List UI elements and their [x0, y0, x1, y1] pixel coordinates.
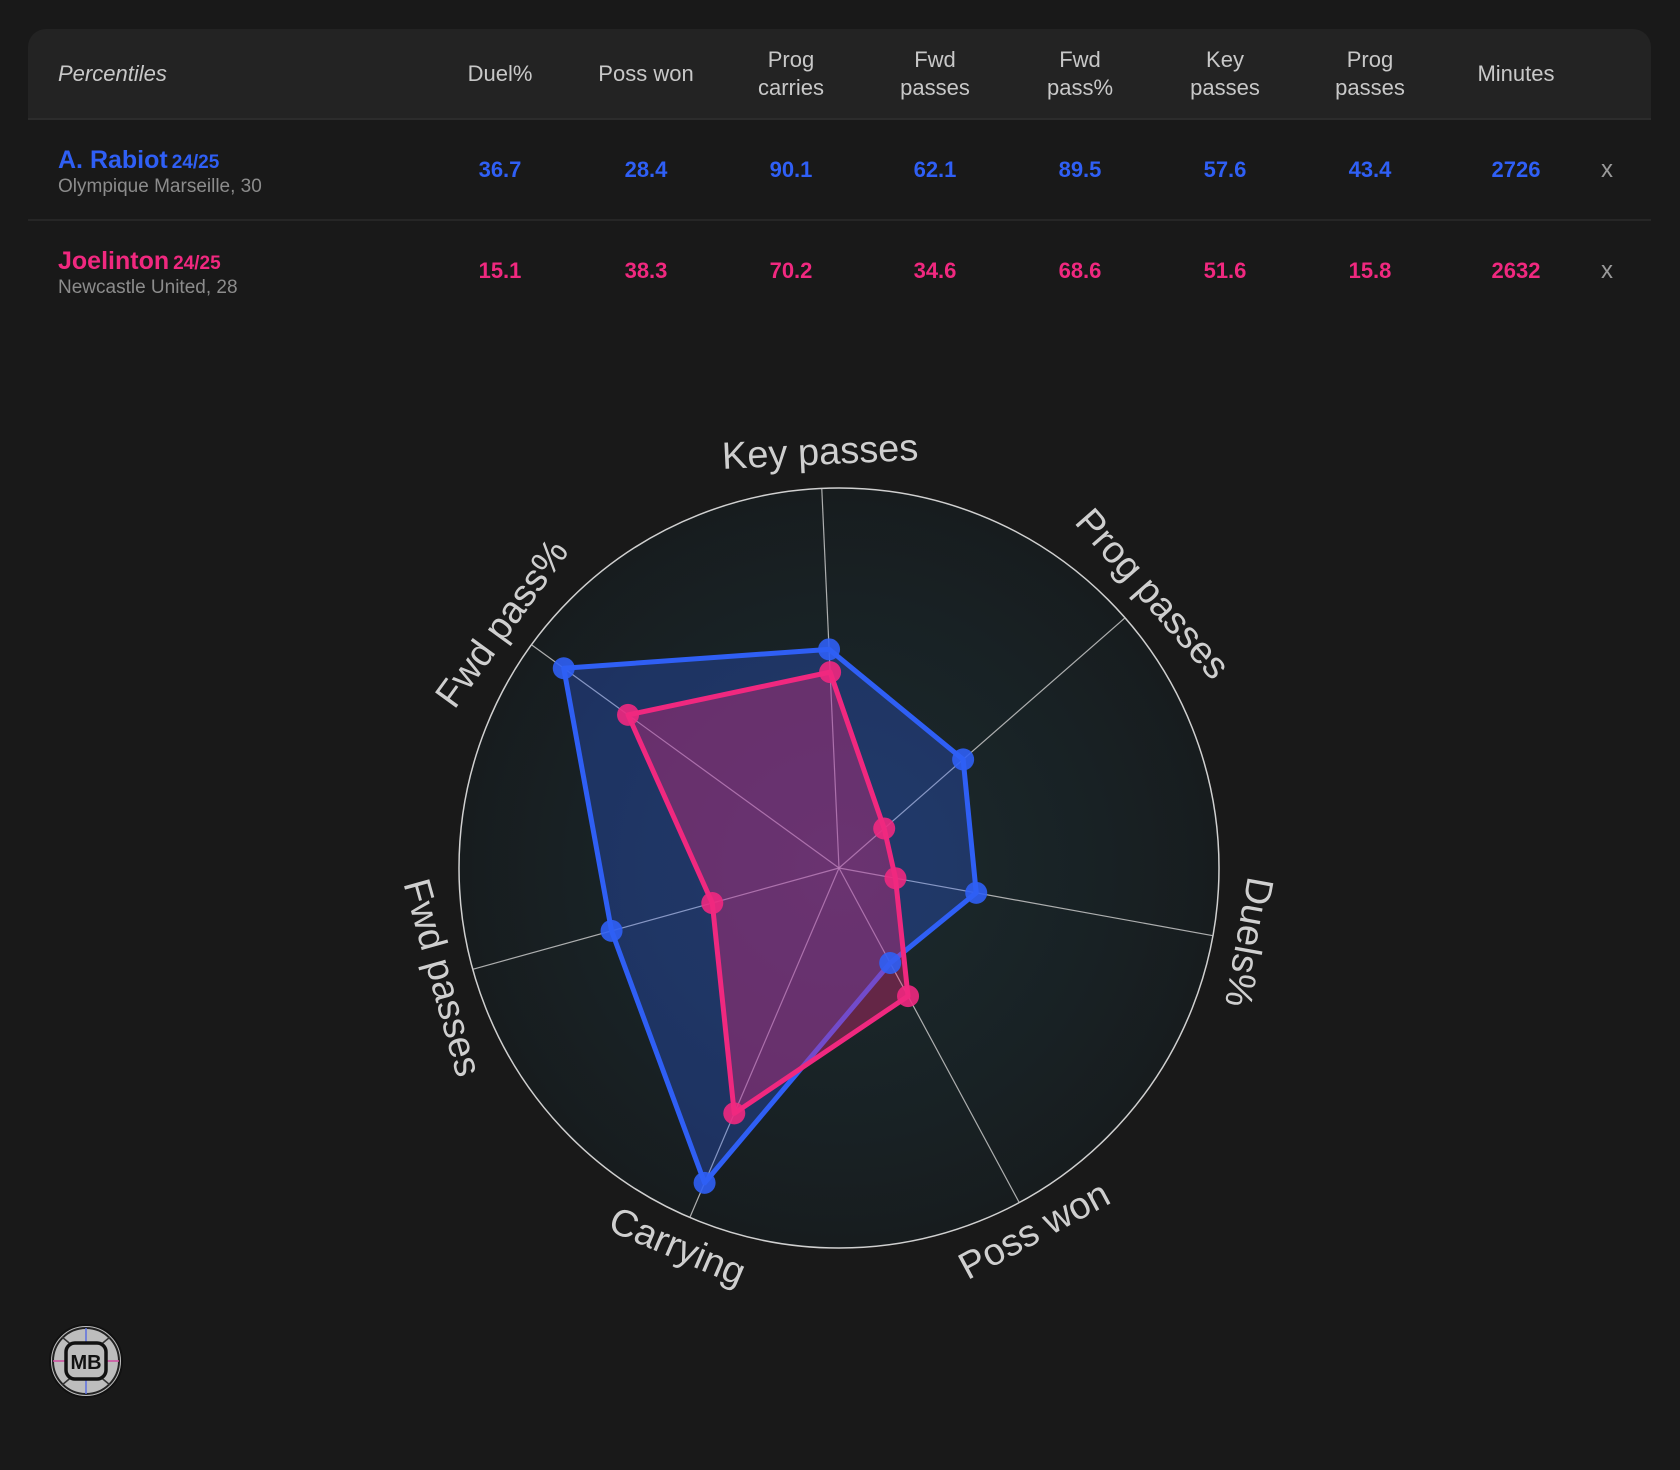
column-header[interactable]: Prog passes: [1335, 46, 1405, 100]
data-point: [818, 638, 841, 661]
data-point: [884, 867, 907, 890]
data-point: [723, 1102, 746, 1125]
player-team: Newcastle United, 28: [58, 277, 238, 298]
data-point: [952, 748, 975, 771]
data-point: [552, 657, 575, 680]
stat-value: 28.4: [624, 157, 668, 182]
data-point: [600, 919, 623, 942]
data-point: [617, 703, 640, 726]
player-name[interactable]: Joelinton 24/25: [58, 247, 221, 275]
stat-value: 15.8: [1348, 258, 1392, 283]
data-point: [879, 952, 902, 975]
radar-spoke: [689, 867, 840, 1218]
column-header[interactable]: Fwd pass%: [1046, 46, 1114, 100]
stat-value: 43.4: [1348, 157, 1392, 182]
table-header: Percentiles Duel% Poss won Prog carries Fwd…: [28, 29, 1651, 120]
stat-value: 36.7: [478, 157, 522, 182]
table-row: Joelinton 24/25 Newcastle United, 28 15.1…: [28, 221, 1651, 320]
data-point: [873, 817, 896, 840]
stat-value: 89.5: [1058, 157, 1102, 182]
stat-value: 2632: [1491, 258, 1541, 283]
comparison-table: Percentiles Duel% Poss won Prog carries Fwd…: [28, 29, 1651, 319]
data-point: [693, 1171, 716, 1194]
data-point: [701, 892, 724, 915]
stat-value: 38.3: [624, 258, 668, 283]
stat-value: 62.1: [913, 157, 957, 182]
data-point: [965, 881, 988, 904]
stat-value: 2726: [1491, 157, 1541, 182]
stat-value: 70.2: [769, 258, 813, 283]
column-header[interactable]: Prog carries: [757, 46, 824, 100]
column-header[interactable]: Minutes: [1477, 60, 1555, 86]
stat-value: 57.6: [1203, 157, 1247, 182]
table-row: A. Rabiot 24/25 Olympique Marseille, 30 3…: [28, 120, 1651, 221]
player-team: Olympique Marseille, 30: [58, 176, 262, 197]
column-header[interactable]: Fwd passes: [900, 46, 970, 100]
mb-logo: MB: [49, 1324, 123, 1398]
stat-value: 15.1: [478, 258, 522, 283]
column-header[interactable]: Key passes: [1190, 46, 1260, 100]
remove-player-button[interactable]: x: [1601, 257, 1613, 284]
radar-spoke: [531, 644, 840, 869]
remove-player-button[interactable]: x: [1601, 156, 1613, 183]
stat-value: 68.6: [1058, 258, 1102, 283]
data-point: [897, 985, 920, 1008]
radar-spoke: [472, 867, 840, 970]
data-point: [819, 661, 842, 684]
player-name[interactable]: A. Rabiot 24/25: [58, 146, 220, 174]
column-header[interactable]: Duel%: [467, 60, 533, 86]
svg-text:MB: MB: [70, 1352, 101, 1374]
stat-value: 90.1: [769, 157, 813, 182]
axis-label: Duels%: [1216, 874, 1281, 1010]
axis-label: Key passes: [721, 427, 919, 478]
stat-value: 34.6: [913, 258, 957, 283]
radar-spoke: [838, 867, 1020, 1203]
percentiles-label: Percentiles: [58, 60, 167, 86]
stat-value: 51.6: [1203, 258, 1247, 283]
column-header[interactable]: Poss won: [598, 60, 694, 86]
